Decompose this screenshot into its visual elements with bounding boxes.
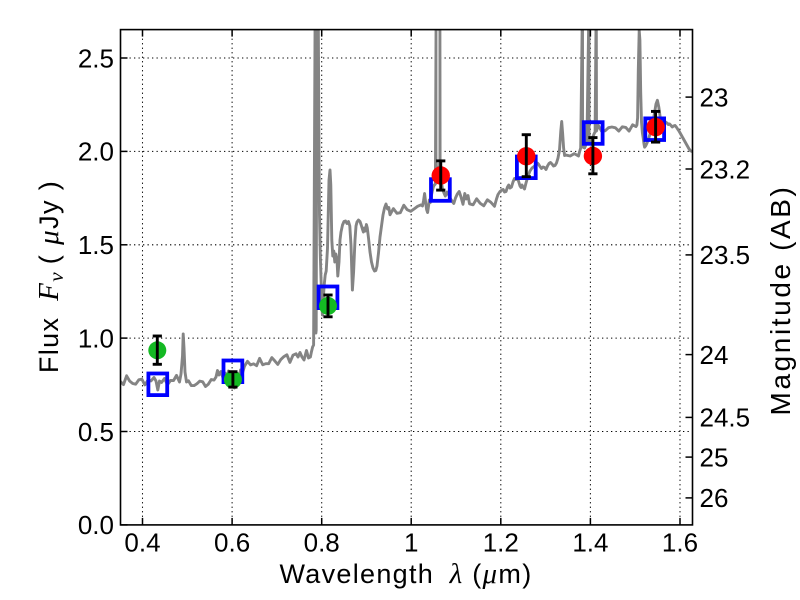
- svg-text:1: 1: [404, 528, 418, 558]
- svg-text:1.5: 1.5: [78, 230, 114, 260]
- svg-text:25: 25: [700, 442, 729, 472]
- svg-text:Wavelength λ (μm): Wavelength λ (μm): [279, 558, 532, 590]
- svg-text:0.4: 0.4: [124, 528, 160, 558]
- svg-text:Magnitude (AB): Magnitude (AB): [765, 185, 796, 416]
- svg-text:2.0: 2.0: [78, 137, 114, 167]
- svg-text:1.4: 1.4: [572, 528, 608, 558]
- svg-text:Flux Fν ( μJy ): Flux Fν ( μJy ): [33, 180, 68, 373]
- svg-text:23.5: 23.5: [700, 240, 751, 270]
- svg-text:0.5: 0.5: [78, 417, 114, 447]
- svg-text:1.6: 1.6: [662, 528, 698, 558]
- svg-text:24: 24: [700, 340, 729, 370]
- svg-text:23.2: 23.2: [700, 154, 751, 184]
- svg-text:1.2: 1.2: [483, 528, 519, 558]
- svg-text:1.0: 1.0: [78, 323, 114, 353]
- svg-text:0.8: 0.8: [304, 528, 340, 558]
- svg-text:0.0: 0.0: [78, 510, 114, 540]
- svg-text:23: 23: [700, 82, 729, 112]
- svg-text:2.5: 2.5: [78, 43, 114, 73]
- svg-text:26: 26: [700, 483, 729, 513]
- svg-text:0.6: 0.6: [214, 528, 250, 558]
- svg-text:24.5: 24.5: [700, 403, 751, 433]
